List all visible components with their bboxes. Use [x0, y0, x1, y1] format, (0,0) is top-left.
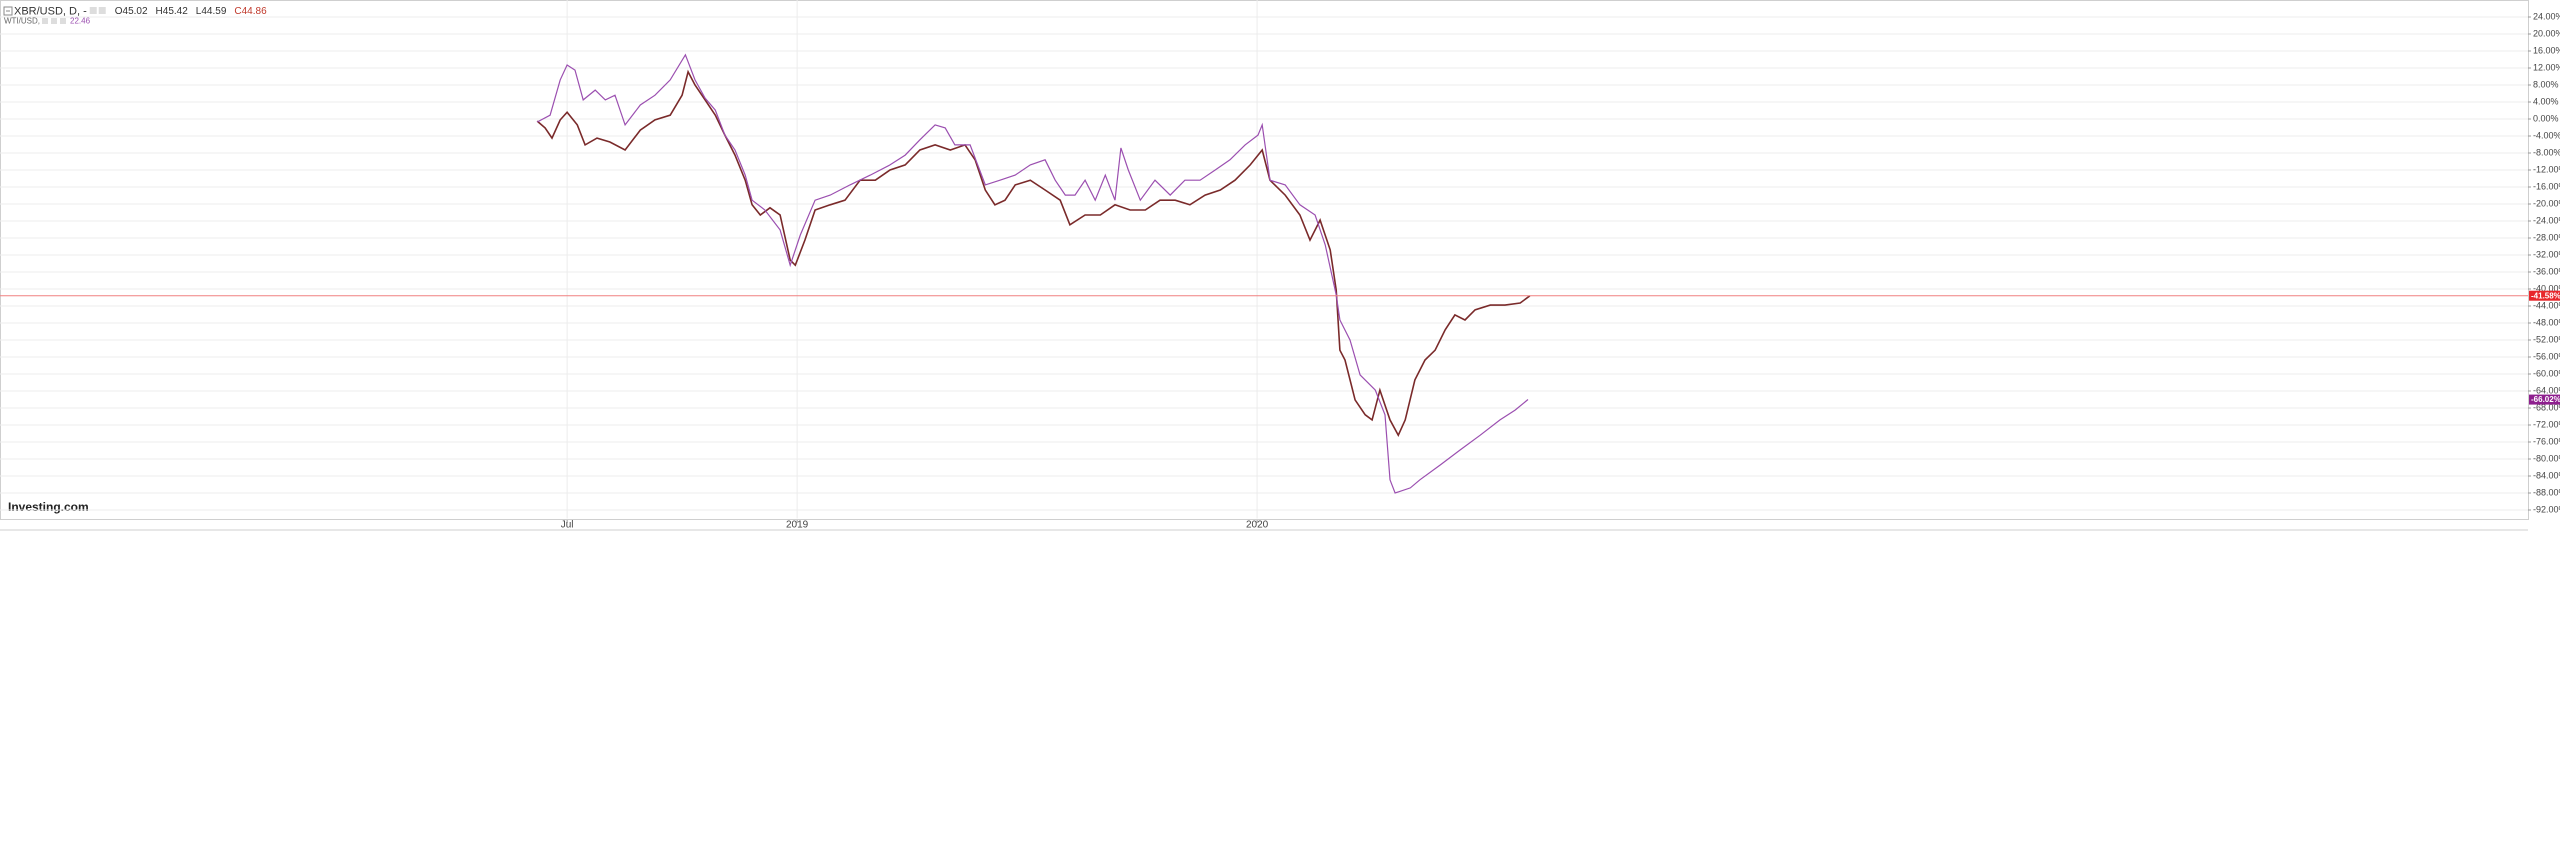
y-tick-label: -16.00%	[2533, 181, 2560, 191]
y-tick-label: 4.00%	[2533, 96, 2559, 106]
legend-value: 22.46	[70, 17, 91, 26]
logo: Investing.com	[8, 500, 89, 514]
y-tick-label: 8.00%	[2533, 79, 2559, 89]
ohlc-value: C44.86	[234, 6, 267, 17]
y-tick-label: -40.00%	[2533, 283, 2560, 293]
x-tick-label: Jul	[561, 520, 574, 531]
y-tick-label: -8.00%	[2533, 147, 2560, 157]
collapse-icon[interactable]	[3, 6, 13, 16]
y-tick-label: -88.00%	[2533, 487, 2560, 497]
series-name: WTI/USD, -	[4, 17, 45, 26]
y-tick-label: -12.00%	[2533, 164, 2560, 174]
y-tick-label: -24.00%	[2533, 215, 2560, 225]
y-tick-label: -92.00%	[2533, 504, 2560, 514]
settings-icon[interactable]	[42, 18, 48, 24]
y-tick-label: 24.00%	[2533, 11, 2560, 21]
y-tick-label: -76.00%	[2533, 436, 2560, 446]
y-tick-label: -56.00%	[2533, 351, 2560, 361]
ohlc-value: L44.59	[196, 6, 227, 17]
y-tick-label: -44.00%	[2533, 300, 2560, 310]
y-tick-label: -72.00%	[2533, 419, 2560, 429]
ohlc-value: O45.02	[115, 6, 148, 17]
legend: XBR/USD, D, - WTI/USD, - 22.46 O45.02 H45…	[3, 5, 267, 26]
last-value-tag	[2529, 290, 2560, 301]
y-tick-label: -20.00%	[2533, 198, 2560, 208]
settings-icon[interactable]	[89, 7, 97, 14]
series-name: XBR/USD, D, -	[14, 5, 87, 17]
y-tick-label: -48.00%	[2533, 317, 2560, 327]
ohlc-value: H45.42	[156, 6, 189, 17]
plot-frame	[0, 0, 2529, 520]
y-tick-label: 0.00%	[2533, 113, 2559, 123]
y-tick-label: 16.00%	[2533, 45, 2560, 55]
last-value-label: -41.58%	[2531, 291, 2560, 300]
y-tick-label: -80.00%	[2533, 453, 2560, 463]
last-value-tag	[2529, 394, 2560, 405]
hide-icon[interactable]	[98, 7, 106, 14]
series-line	[536, 69, 1531, 437]
y-tick-label: -32.00%	[2533, 249, 2560, 259]
y-tick-label: -4.00%	[2533, 130, 2560, 140]
y-tick-label: -28.00%	[2533, 232, 2560, 242]
y-tick-label: -64.00%	[2533, 385, 2560, 395]
y-tick-label: -68.00%	[2533, 402, 2560, 412]
x-tick-label: 2020	[1246, 520, 1269, 531]
y-tick-label: -60.00%	[2533, 368, 2560, 378]
hide-icon[interactable]	[51, 18, 57, 24]
series-line	[536, 53, 1529, 494]
y-tick-label: 20.00%	[2533, 28, 2560, 38]
x-tick-label: 2019	[786, 520, 809, 531]
y-tick-label: -84.00%	[2533, 470, 2560, 480]
remove-icon[interactable]	[60, 18, 66, 24]
y-tick-label: 12.00%	[2533, 62, 2560, 72]
y-tick-label: -36.00%	[2533, 266, 2560, 276]
last-value-label: -66.02%	[2531, 395, 2560, 404]
y-tick-label: -52.00%	[2533, 334, 2560, 344]
